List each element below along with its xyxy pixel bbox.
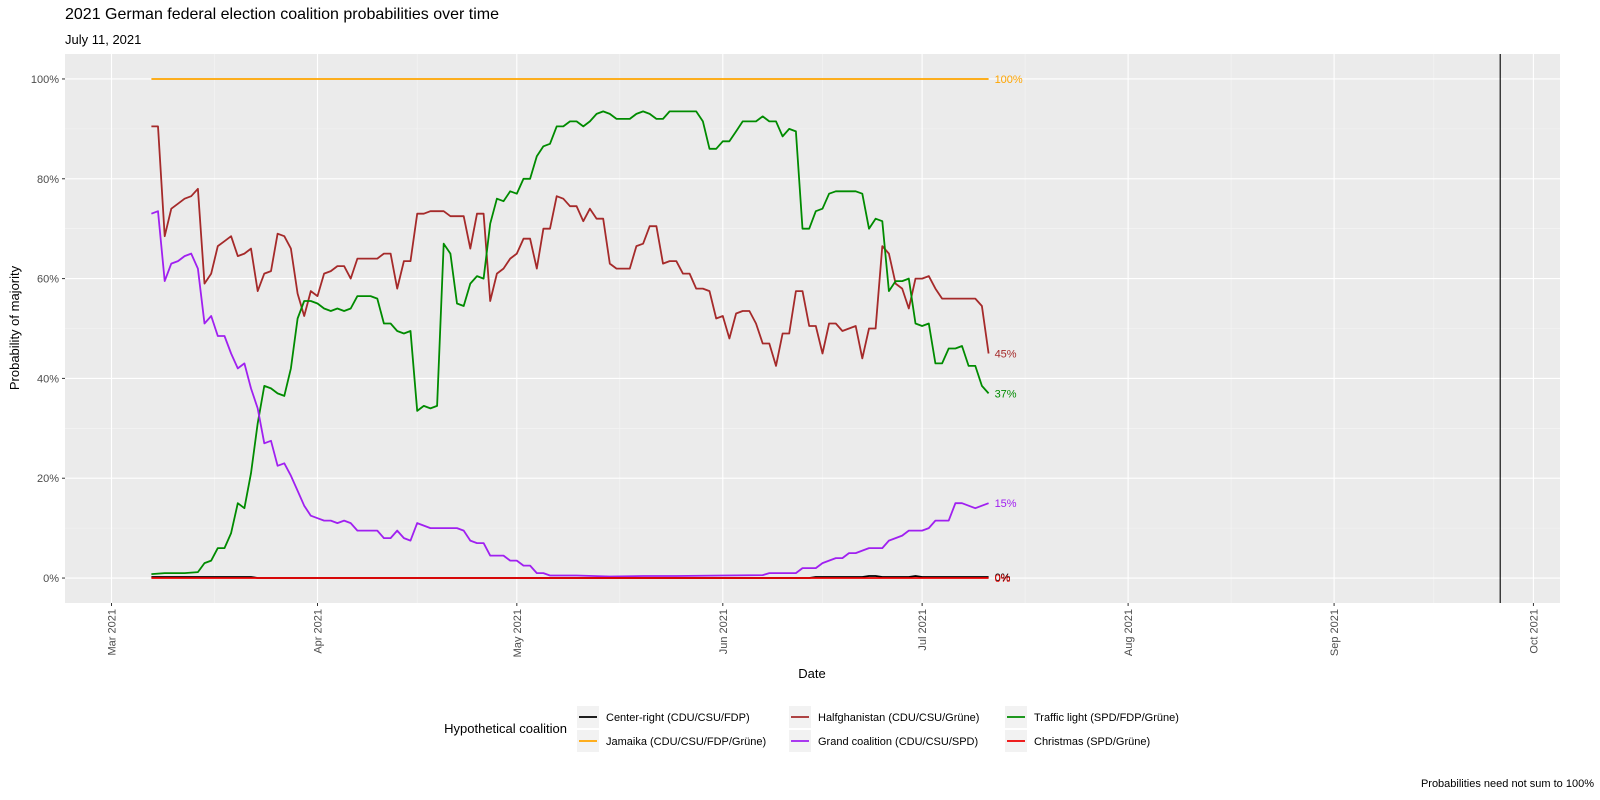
x-tick-label: Mar 2021 [107, 609, 119, 655]
minor-gridlines [65, 54, 1560, 603]
end-label-christmas: 0% [995, 573, 1011, 585]
x-tick-label: Jun 2021 [718, 609, 730, 654]
series-line-grand-coalition [151, 210, 989, 578]
y-tick-label: 80% [37, 174, 59, 186]
y-axis: 0% 20% 40% 60% 80% 100% [31, 74, 65, 585]
y-axis-title: Probability of majority [7, 265, 22, 390]
x-tick-label: Sep 2021 [1329, 609, 1341, 656]
end-labels: 100%45%37%15%0%0% [995, 74, 1023, 585]
y-tick-label: 60% [37, 274, 59, 286]
x-tick-label: Oct 2021 [1528, 609, 1540, 654]
end-label-grand-coalition: 15% [995, 498, 1017, 510]
x-axis-title: Date [798, 666, 825, 681]
legend-label: Halfghanistan (CDU/CSU/Grüne) [818, 712, 979, 724]
end-label-center-right: 0% [995, 572, 1011, 584]
series-line-traffic-light [151, 110, 990, 575]
x-tick-label: Apr 2021 [312, 609, 324, 654]
x-axis: Mar 2021 Apr 2021 May 2021 Jun 2021 Jul 2021… [107, 603, 1540, 657]
legend-label: Center-right (CDU/CSU/FDP) [606, 712, 750, 724]
x-tick-label: Jul 2021 [917, 609, 929, 651]
legend-label: Grand coalition (CDU/CSU/SPD) [818, 736, 978, 748]
series-lines [151, 78, 990, 579]
chart-title: 2021 German federal election coalition p… [65, 6, 500, 23]
legend-label: Traffic light (SPD/FDP/Grüne) [1034, 712, 1179, 724]
y-tick-label: 20% [37, 473, 59, 485]
chart-subtitle: July 11, 2021 [65, 32, 142, 47]
y-tick-label: 40% [37, 373, 59, 385]
legend: Center-right (CDU/CSU/FDP) Jamaika (CDU/C… [577, 706, 1179, 752]
x-tick-label: Aug 2021 [1123, 609, 1135, 656]
end-label-traffic-light: 37% [995, 388, 1017, 400]
legend-title: Hypothetical coalition [444, 721, 567, 736]
y-tick-label: 100% [31, 74, 59, 86]
legend-label: Jamaika (CDU/CSU/FDP/Grüne) [606, 736, 766, 748]
major-gridlines [65, 54, 1560, 603]
legend-label: Christmas (SPD/Grüne) [1034, 736, 1150, 748]
series-line-halfghanistan [151, 125, 990, 367]
chart-caption: Probabilities need not sum to 100% [1420, 778, 1594, 790]
end-label-jamaika: 100% [995, 74, 1023, 86]
end-label-halfghanistan: 45% [995, 348, 1017, 360]
x-tick-label: May 2021 [512, 609, 524, 657]
y-tick-label: 0% [43, 573, 59, 585]
